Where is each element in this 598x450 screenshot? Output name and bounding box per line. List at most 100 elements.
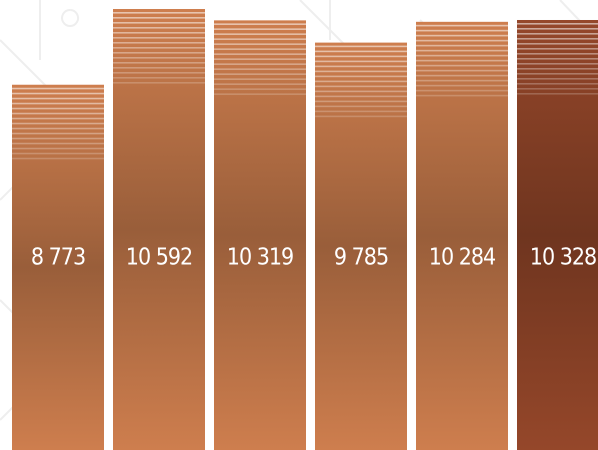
bar-stripe (517, 37, 598, 40)
bar-stripe (214, 28, 306, 30)
bar-stripe (416, 24, 508, 27)
bar-stripe (214, 33, 306, 35)
bar-stripe (416, 54, 508, 57)
bar (315, 42, 407, 450)
bar-stripe (12, 127, 104, 130)
bar-stripe (214, 93, 306, 95)
bar-stripe (517, 87, 598, 90)
bar-stripe (416, 64, 508, 67)
bar-stripe (416, 94, 508, 97)
bar-stripe (12, 147, 104, 150)
bar-stripe (113, 37, 205, 39)
bar-stripe (12, 97, 104, 100)
bar-stripe (517, 92, 598, 95)
bar-stripe (12, 87, 104, 90)
bar-stripe (315, 90, 407, 93)
bar (214, 20, 306, 450)
bar (12, 84, 104, 450)
bar-stripe (315, 60, 407, 63)
bars: 8 773 10 592 10 319 9 785 10 284 10 328 (12, 9, 598, 450)
bar-stripe (517, 42, 598, 45)
bar-stripe (12, 132, 104, 135)
bar-stripe (113, 27, 205, 29)
bar-stripe (315, 100, 407, 103)
bar-stripe (315, 50, 407, 53)
value-label: 10 592 (126, 245, 192, 271)
bar-stripe (214, 38, 306, 40)
bar-stripe (12, 122, 104, 125)
bar-stripe (113, 52, 205, 54)
bar-stripe (214, 68, 306, 70)
bar-stripe (416, 39, 508, 42)
bar-stripe (12, 117, 104, 120)
bar-stripe (416, 89, 508, 92)
bar (113, 9, 205, 450)
bar-stripe (517, 27, 598, 30)
bar-stripe (315, 80, 407, 83)
bar-stripe (517, 22, 598, 25)
bar-stripe (315, 85, 407, 88)
value-label: 10 319 (227, 245, 293, 271)
bar-stripe (12, 112, 104, 115)
bar-stripe (12, 157, 104, 160)
bar-stripe (214, 63, 306, 65)
bar-stripe (113, 82, 205, 84)
bar-stripe (517, 57, 598, 60)
bar-stripe (113, 22, 205, 24)
bar-stripe (214, 88, 306, 90)
bar-stripe (214, 73, 306, 75)
bar-stripe (315, 110, 407, 113)
bar-stripe (517, 82, 598, 85)
bar-stripe (214, 58, 306, 60)
bar-stripe (517, 47, 598, 50)
bar-stripe (416, 59, 508, 62)
bar-stripe (416, 29, 508, 32)
bar-stripe (517, 72, 598, 75)
bar-stripe (416, 34, 508, 37)
bar-stripe (113, 72, 205, 74)
bar-stripe (517, 32, 598, 35)
bar-stripe (517, 52, 598, 55)
bar-stripe (113, 62, 205, 64)
value-label: 10 284 (429, 245, 495, 271)
bar-stripe (214, 83, 306, 85)
bar-stripe (214, 78, 306, 80)
bar-stripe (113, 57, 205, 59)
bar-stripe (315, 115, 407, 118)
bar-stripe (113, 47, 205, 49)
bar-stripe (113, 67, 205, 69)
bar-stripe (113, 77, 205, 79)
bar-stripe (517, 62, 598, 65)
bar-stripe (315, 105, 407, 108)
bar-stripe (214, 48, 306, 50)
bar-stripe (113, 42, 205, 44)
bar-stripe (416, 74, 508, 77)
bar-stripe (315, 75, 407, 78)
bar-stripe (315, 45, 407, 48)
bar-stripe (315, 70, 407, 73)
bar-stripe (315, 65, 407, 68)
bar-stripe (12, 152, 104, 155)
bar-stripe (12, 142, 104, 145)
bar-stripe (517, 67, 598, 70)
value-label: 10 328 (530, 245, 596, 271)
bar-stripe (416, 49, 508, 52)
bar-stripe (12, 92, 104, 95)
bar-stripe (416, 69, 508, 72)
bar (517, 19, 598, 450)
bar-stripe (214, 23, 306, 25)
bar-stripe (416, 79, 508, 82)
value-label: 8 773 (31, 245, 85, 271)
bar (416, 21, 508, 450)
bar-stripe (214, 43, 306, 45)
bar-stripe (517, 77, 598, 80)
bar-stripe (315, 95, 407, 98)
bar-stripe (113, 17, 205, 19)
bar-stripe (12, 107, 104, 110)
bar-stripe (416, 84, 508, 87)
bar-stripe (113, 12, 205, 14)
bar-stripe (315, 55, 407, 58)
bar-stripe (12, 137, 104, 140)
value-label: 9 785 (334, 245, 388, 271)
bar-stripe (416, 44, 508, 47)
